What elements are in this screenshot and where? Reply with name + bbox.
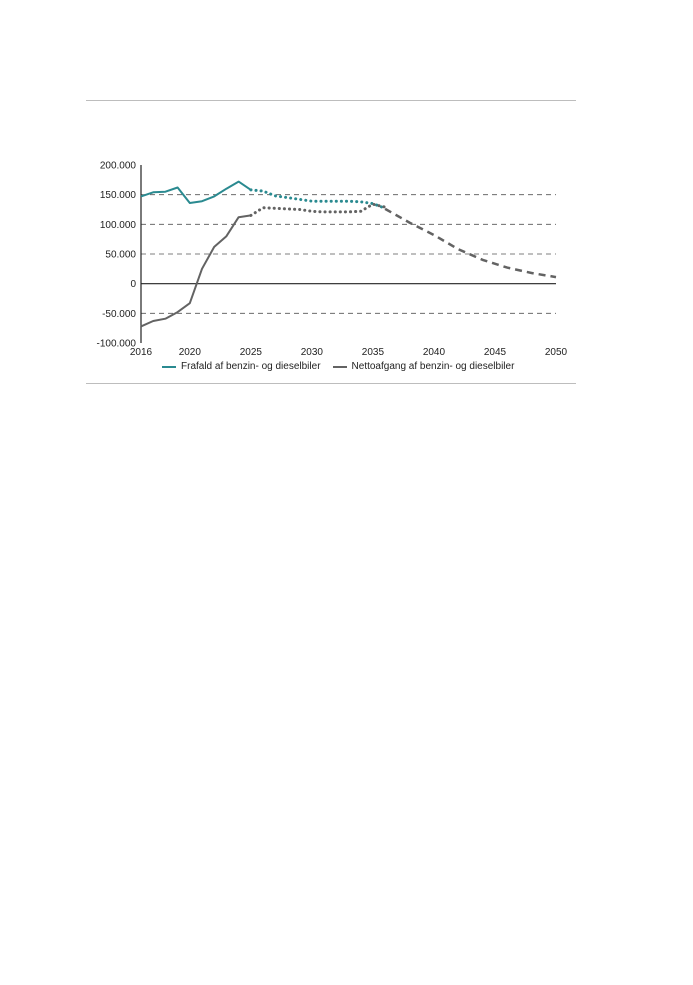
series-line-frafald bbox=[140, 180, 252, 204]
series-projection-dotted-nettoafgang bbox=[249, 202, 387, 217]
legend-item-nettoafgang: Nettoafgang af benzin- og dieselbiler bbox=[332, 361, 515, 372]
series-lines bbox=[140, 180, 557, 328]
x-tick-label: 2045 bbox=[484, 347, 507, 358]
series-projection-dashed-nettoafgang bbox=[384, 207, 557, 279]
x-tick-label: 2035 bbox=[362, 347, 385, 358]
x-tick-label: 2050 bbox=[545, 347, 568, 358]
x-tick-label: 2016 bbox=[130, 347, 153, 358]
y-tick-label: 150.000 bbox=[100, 190, 137, 201]
legend-item-frafald: Frafald af benzin- og dieselbiler bbox=[162, 361, 321, 372]
y-tick-label: 0 bbox=[130, 279, 136, 290]
x-tick-label: 2040 bbox=[423, 347, 446, 358]
bottom-rule bbox=[86, 383, 576, 384]
y-tick-label: -50.000 bbox=[102, 309, 136, 320]
x-axis-labels: 2016 2020 2025 2030 2035 2040 2045 2050 bbox=[130, 347, 568, 358]
legend-label-frafald: Frafald af benzin- og dieselbiler bbox=[181, 361, 321, 372]
legend-swatch-frafald bbox=[162, 365, 176, 368]
x-tick-label: 2020 bbox=[179, 347, 202, 358]
y-axis-labels: 200.000 150.000 100.000 50.000 0 -50.000 -100.… bbox=[97, 161, 137, 350]
grid-lines bbox=[140, 165, 556, 343]
line-chart: 200.000 150.000 100.000 50.000 0 -50.000 -100.… bbox=[97, 161, 568, 359]
legend: Frafald af benzin- og dieselbiler Nettoa… bbox=[162, 361, 514, 372]
top-rule bbox=[86, 100, 576, 101]
y-tick-label: -100.000 bbox=[97, 339, 137, 350]
x-tick-label: 2030 bbox=[301, 347, 324, 358]
legend-label-nettoafgang: Nettoafgang af benzin- og dieselbiler bbox=[351, 361, 515, 372]
x-tick-label: 2025 bbox=[240, 347, 263, 358]
y-tick-label: 50.000 bbox=[105, 250, 136, 261]
series-projection-dotted-frafald bbox=[249, 188, 387, 210]
y-tick-label: 200.000 bbox=[100, 161, 137, 172]
y-tick-label: 100.000 bbox=[100, 220, 137, 231]
legend-swatch-nettoafgang bbox=[332, 365, 347, 368]
series-line-nettoafgang bbox=[140, 214, 252, 328]
